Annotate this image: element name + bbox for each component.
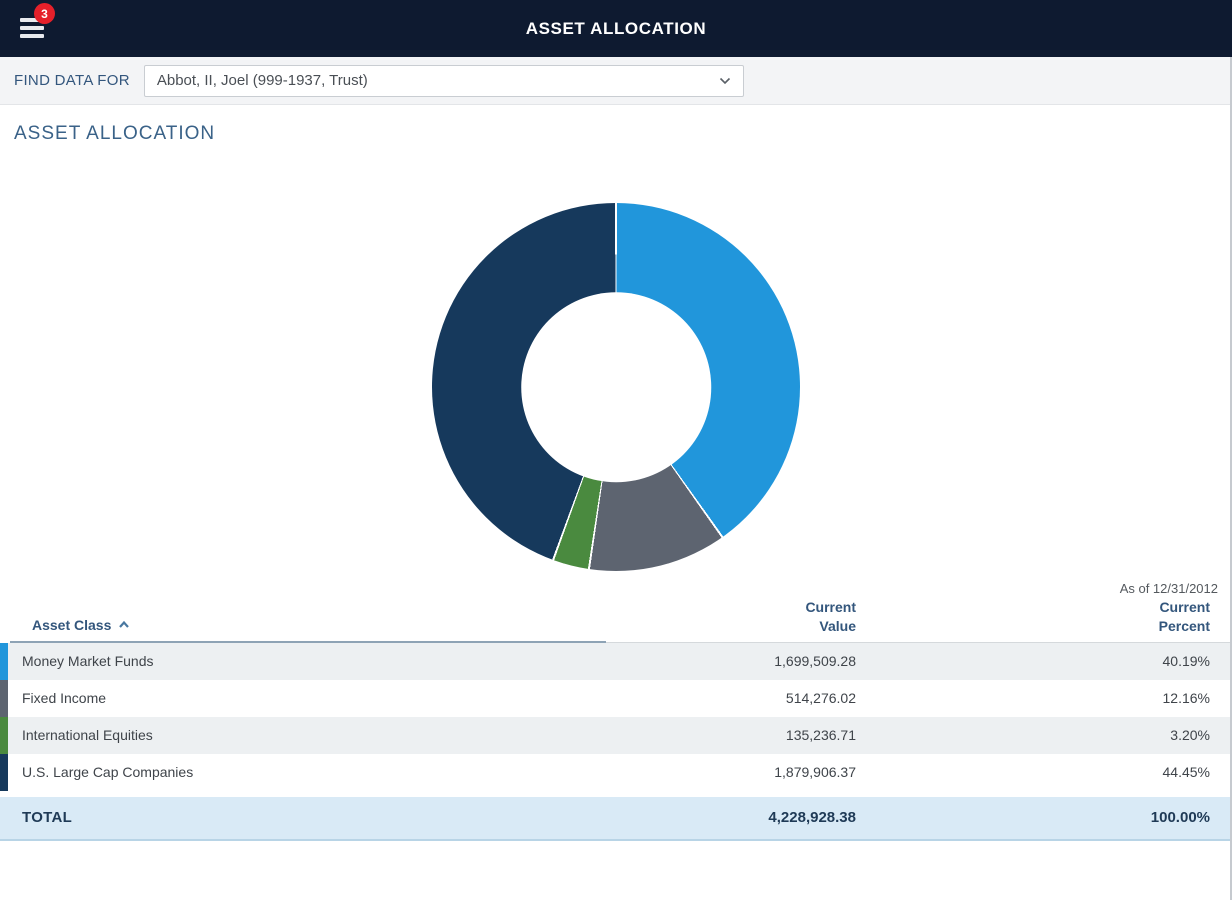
as-of-date: As of 12/31/2012 bbox=[1119, 581, 1218, 596]
total-label: TOTAL bbox=[22, 809, 73, 827]
main-content: ASSET ALLOCATION As of 12/31/2012 Asset … bbox=[0, 105, 1232, 841]
app-title: ASSET ALLOCATION bbox=[525, 18, 707, 38]
selected-account: Abbot, II, Joel (999-1937, Trust) bbox=[156, 72, 368, 89]
table-total-row: TOTAL 4,228,928.38 100.00% bbox=[0, 796, 1232, 841]
find-data-bar: FIND DATA FOR Abbot, II, Joel (999-1937,… bbox=[0, 57, 1232, 105]
table-row: U.S. Large Cap Companies 1,879,906.37 44… bbox=[0, 753, 1232, 791]
current-percent-cell: 3.20% bbox=[1170, 727, 1210, 744]
column-header-current-percent[interactable]: Current Percent bbox=[856, 598, 1232, 643]
app-header: 3 ASSET ALLOCATION bbox=[0, 0, 1232, 57]
hamburger-menu-button[interactable] bbox=[20, 13, 50, 43]
sort-ascending-icon bbox=[119, 620, 130, 628]
row-color-indicator bbox=[0, 716, 8, 754]
total-percent: 100.00% bbox=[1150, 809, 1210, 827]
current-percent-cell: 40.19% bbox=[1162, 653, 1210, 670]
row-color-indicator bbox=[0, 642, 8, 680]
donut-chart bbox=[432, 203, 800, 571]
asset-class-cell: International Equities bbox=[22, 727, 153, 744]
page-title: ASSET ALLOCATION bbox=[14, 123, 216, 144]
notification-badge: 3 bbox=[34, 3, 55, 24]
table-row: Money Market Funds 1,699,509.28 40.19% bbox=[0, 642, 1232, 680]
table-row: Fixed Income 514,276.02 12.16% bbox=[0, 679, 1232, 717]
find-data-select[interactable]: Abbot, II, Joel (999-1937, Trust) bbox=[143, 64, 744, 97]
current-percent-cell: 44.45% bbox=[1162, 764, 1210, 781]
right-edge-divider bbox=[1230, 57, 1232, 900]
asset-allocation-table: Asset Class Current Value Current Percen… bbox=[0, 598, 1232, 841]
current-value-cell: 514,276.02 bbox=[785, 690, 856, 707]
table-header-row: Asset Class Current Value Current Percen… bbox=[0, 598, 1232, 643]
asset-class-cell: Money Market Funds bbox=[22, 653, 154, 670]
find-data-label: FIND DATA FOR bbox=[14, 72, 130, 89]
current-value-cell: 1,699,509.28 bbox=[774, 653, 856, 670]
column-header-asset-class[interactable]: Asset Class bbox=[10, 616, 606, 643]
asset-class-cell: U.S. Large Cap Companies bbox=[22, 764, 194, 781]
table-row: International Equities 135,236.71 3.20% bbox=[0, 716, 1232, 754]
donut-hole bbox=[521, 292, 711, 482]
row-color-indicator bbox=[0, 753, 8, 791]
current-value-cell: 135,236.71 bbox=[785, 727, 856, 744]
hamburger-menu-icon bbox=[20, 18, 44, 22]
total-value: 4,228,928.38 bbox=[768, 809, 856, 827]
column-header-current-value[interactable]: Current Value bbox=[606, 598, 856, 643]
current-percent-cell: 12.16% bbox=[1162, 690, 1210, 707]
current-value-cell: 1,879,906.37 bbox=[774, 764, 856, 781]
asset-class-cell: Fixed Income bbox=[22, 690, 107, 707]
chart-area bbox=[0, 203, 1232, 571]
chevron-down-icon bbox=[719, 77, 730, 84]
row-color-indicator bbox=[0, 679, 8, 717]
